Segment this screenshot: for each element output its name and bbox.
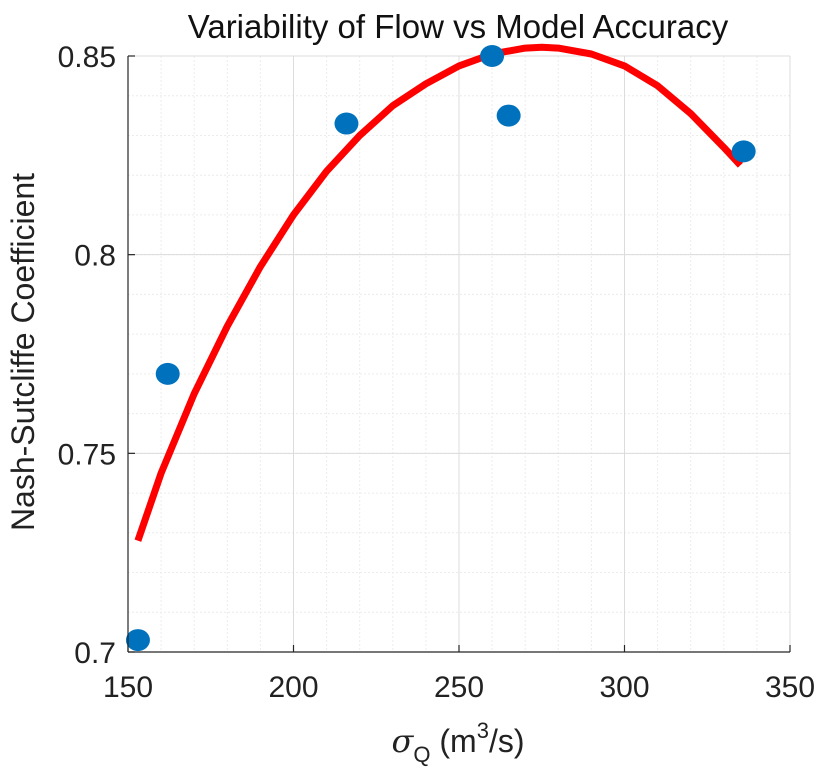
- data-points: [125, 45, 756, 652]
- x-axis-superscript: 3: [477, 718, 489, 743]
- x-tick-label: 350: [765, 671, 815, 704]
- x-axis-units-prefix: (m: [430, 723, 476, 759]
- x-tick-label: 150: [103, 671, 153, 704]
- y-tick-label: 0.75: [58, 438, 116, 471]
- data-point: [334, 112, 359, 135]
- x-tick-label: 250: [434, 671, 484, 704]
- data-point: [496, 104, 521, 127]
- y-tick-labels: 0.7 0.75 0.8 0.85: [58, 41, 116, 670]
- y-tick-label: 0.8: [74, 240, 116, 273]
- data-point: [480, 45, 505, 67]
- fit-curve-line: [134, 43, 743, 542]
- data-point: [125, 629, 150, 652]
- x-tick-label: 300: [599, 671, 649, 704]
- y-axis-label: Nash-Sutcliffe Coefficient: [5, 173, 41, 531]
- data-point: [731, 140, 756, 163]
- chart-title: Variability of Flow vs Model Accuracy: [188, 8, 729, 45]
- axes: [127, 55, 791, 653]
- x-axis-subscript: Q: [413, 742, 430, 767]
- y-tick-label: 0.85: [58, 41, 116, 74]
- x-axis-units-suffix: /s): [489, 723, 525, 759]
- x-axis-label: σQ (m3/s): [392, 718, 525, 767]
- data-point: [155, 362, 180, 385]
- x-tick-label: 200: [268, 671, 318, 704]
- x-axis-symbol: σ: [392, 722, 415, 760]
- y-tick-label: 0.7: [74, 637, 116, 670]
- fit-curve-layer: [134, 43, 743, 542]
- x-tick-labels: 150 200 250 300 350: [103, 671, 815, 704]
